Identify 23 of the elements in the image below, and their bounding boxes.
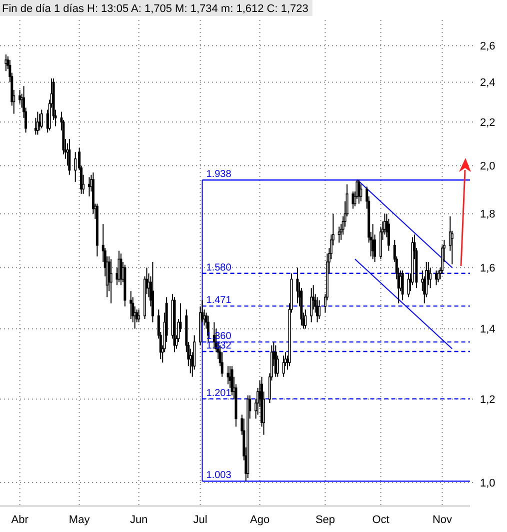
chart-title: Fin de día 1 días H: 13:05 A: 1,705 M: 1,734 m: 1,612 C: 1,723 (2, 3, 308, 15)
x-tick-label: Jul (193, 514, 208, 526)
y-tick-label: 2,6 (480, 40, 496, 52)
y-tick-label: 1,8 (480, 208, 496, 221)
x-tick-label: Oct (372, 514, 390, 526)
x-tick-label: Nov (432, 514, 453, 526)
x-tick-label: Abr (11, 514, 29, 526)
ref-line-label: 1.003 (206, 470, 232, 482)
y-tick-label: 2,0 (480, 160, 496, 172)
x-tick-label: May (68, 514, 90, 526)
ref-line-label: 1.580 (206, 262, 232, 274)
y-tick-label: 2,2 (480, 116, 496, 129)
y-tick-label: 1,2 (480, 394, 496, 406)
y-tick-label: 1,0 (480, 477, 496, 490)
x-tick-label: Sep (315, 514, 336, 526)
y-tick-label: 1,6 (480, 262, 496, 274)
ref-line-label: 1.201 (206, 388, 232, 399)
y-tick-label: 2,4 (480, 77, 496, 90)
y-tick-label: 1,4 (480, 324, 496, 336)
ref-line-label: 1.938 (206, 169, 232, 180)
ref-line-label: 1.471 (206, 295, 232, 306)
x-tick-label: Ago (250, 514, 270, 526)
x-tick-label: Jun (130, 514, 148, 526)
